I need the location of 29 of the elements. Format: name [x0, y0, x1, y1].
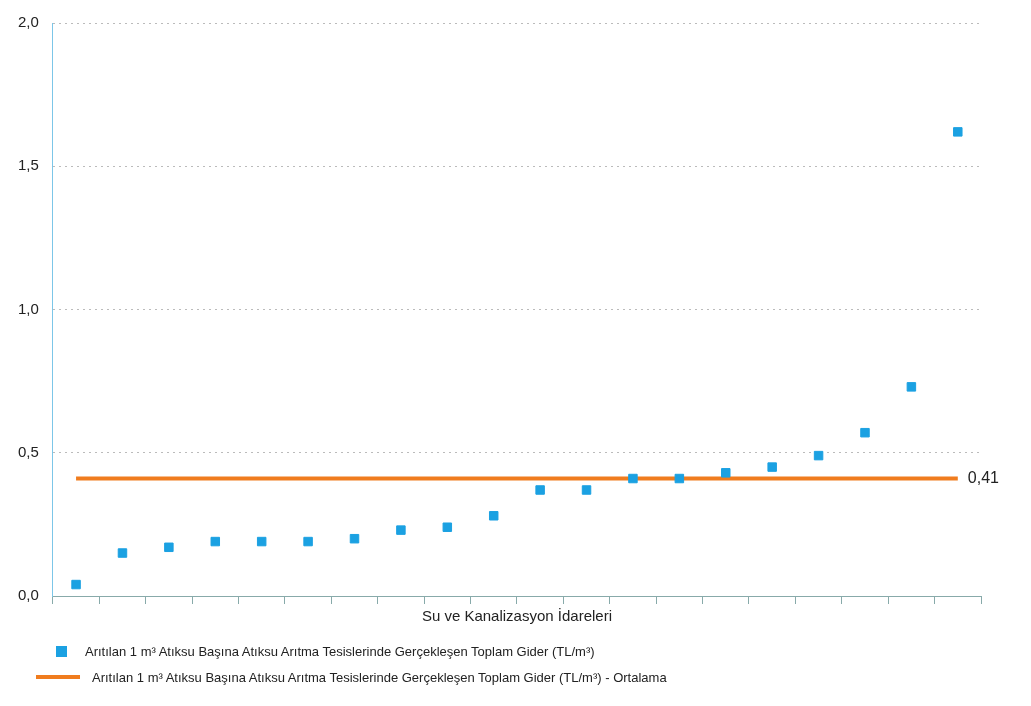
point — [210, 536, 221, 547]
point — [349, 533, 360, 544]
point — [953, 127, 963, 137]
point — [535, 485, 545, 495]
point — [164, 542, 174, 553]
y-tick-label: 1,0 — [17, 299, 39, 317]
data-label: 0,41 — [967, 468, 1000, 486]
y-tick-label: 0,0 — [17, 586, 39, 604]
point — [581, 485, 592, 495]
point — [906, 382, 917, 392]
y-tick-label: 0,5 — [17, 442, 39, 460]
point — [767, 462, 777, 472]
point — [628, 473, 638, 484]
point — [813, 450, 824, 461]
point — [721, 468, 731, 478]
point — [256, 536, 267, 547]
legend-label: Arıtılan 1 m³ Atıksu Başına Atıksu Arıtma Tesislerinde Gerçekleşen Toplam Gider (TL/m³) — [85, 643, 595, 659]
y-tick-label: 2,0 — [17, 13, 39, 31]
point — [303, 536, 313, 547]
point — [396, 525, 406, 535]
point — [488, 511, 499, 521]
point — [860, 427, 870, 438]
y-tick-label: 1,5 — [17, 156, 39, 174]
point — [71, 579, 81, 590]
point — [674, 473, 685, 484]
x-axis-title: Su ve Kanalizasyon İdareleri — [421, 607, 612, 625]
point — [442, 522, 453, 532]
legend-label: Arıtılan 1 m³ Atıksu Başına Atıksu Arıtma Tesislerinde Gerçekleşen Toplam Gider (TL/m³) - Ortalama — [92, 669, 667, 685]
point — [117, 548, 128, 558]
